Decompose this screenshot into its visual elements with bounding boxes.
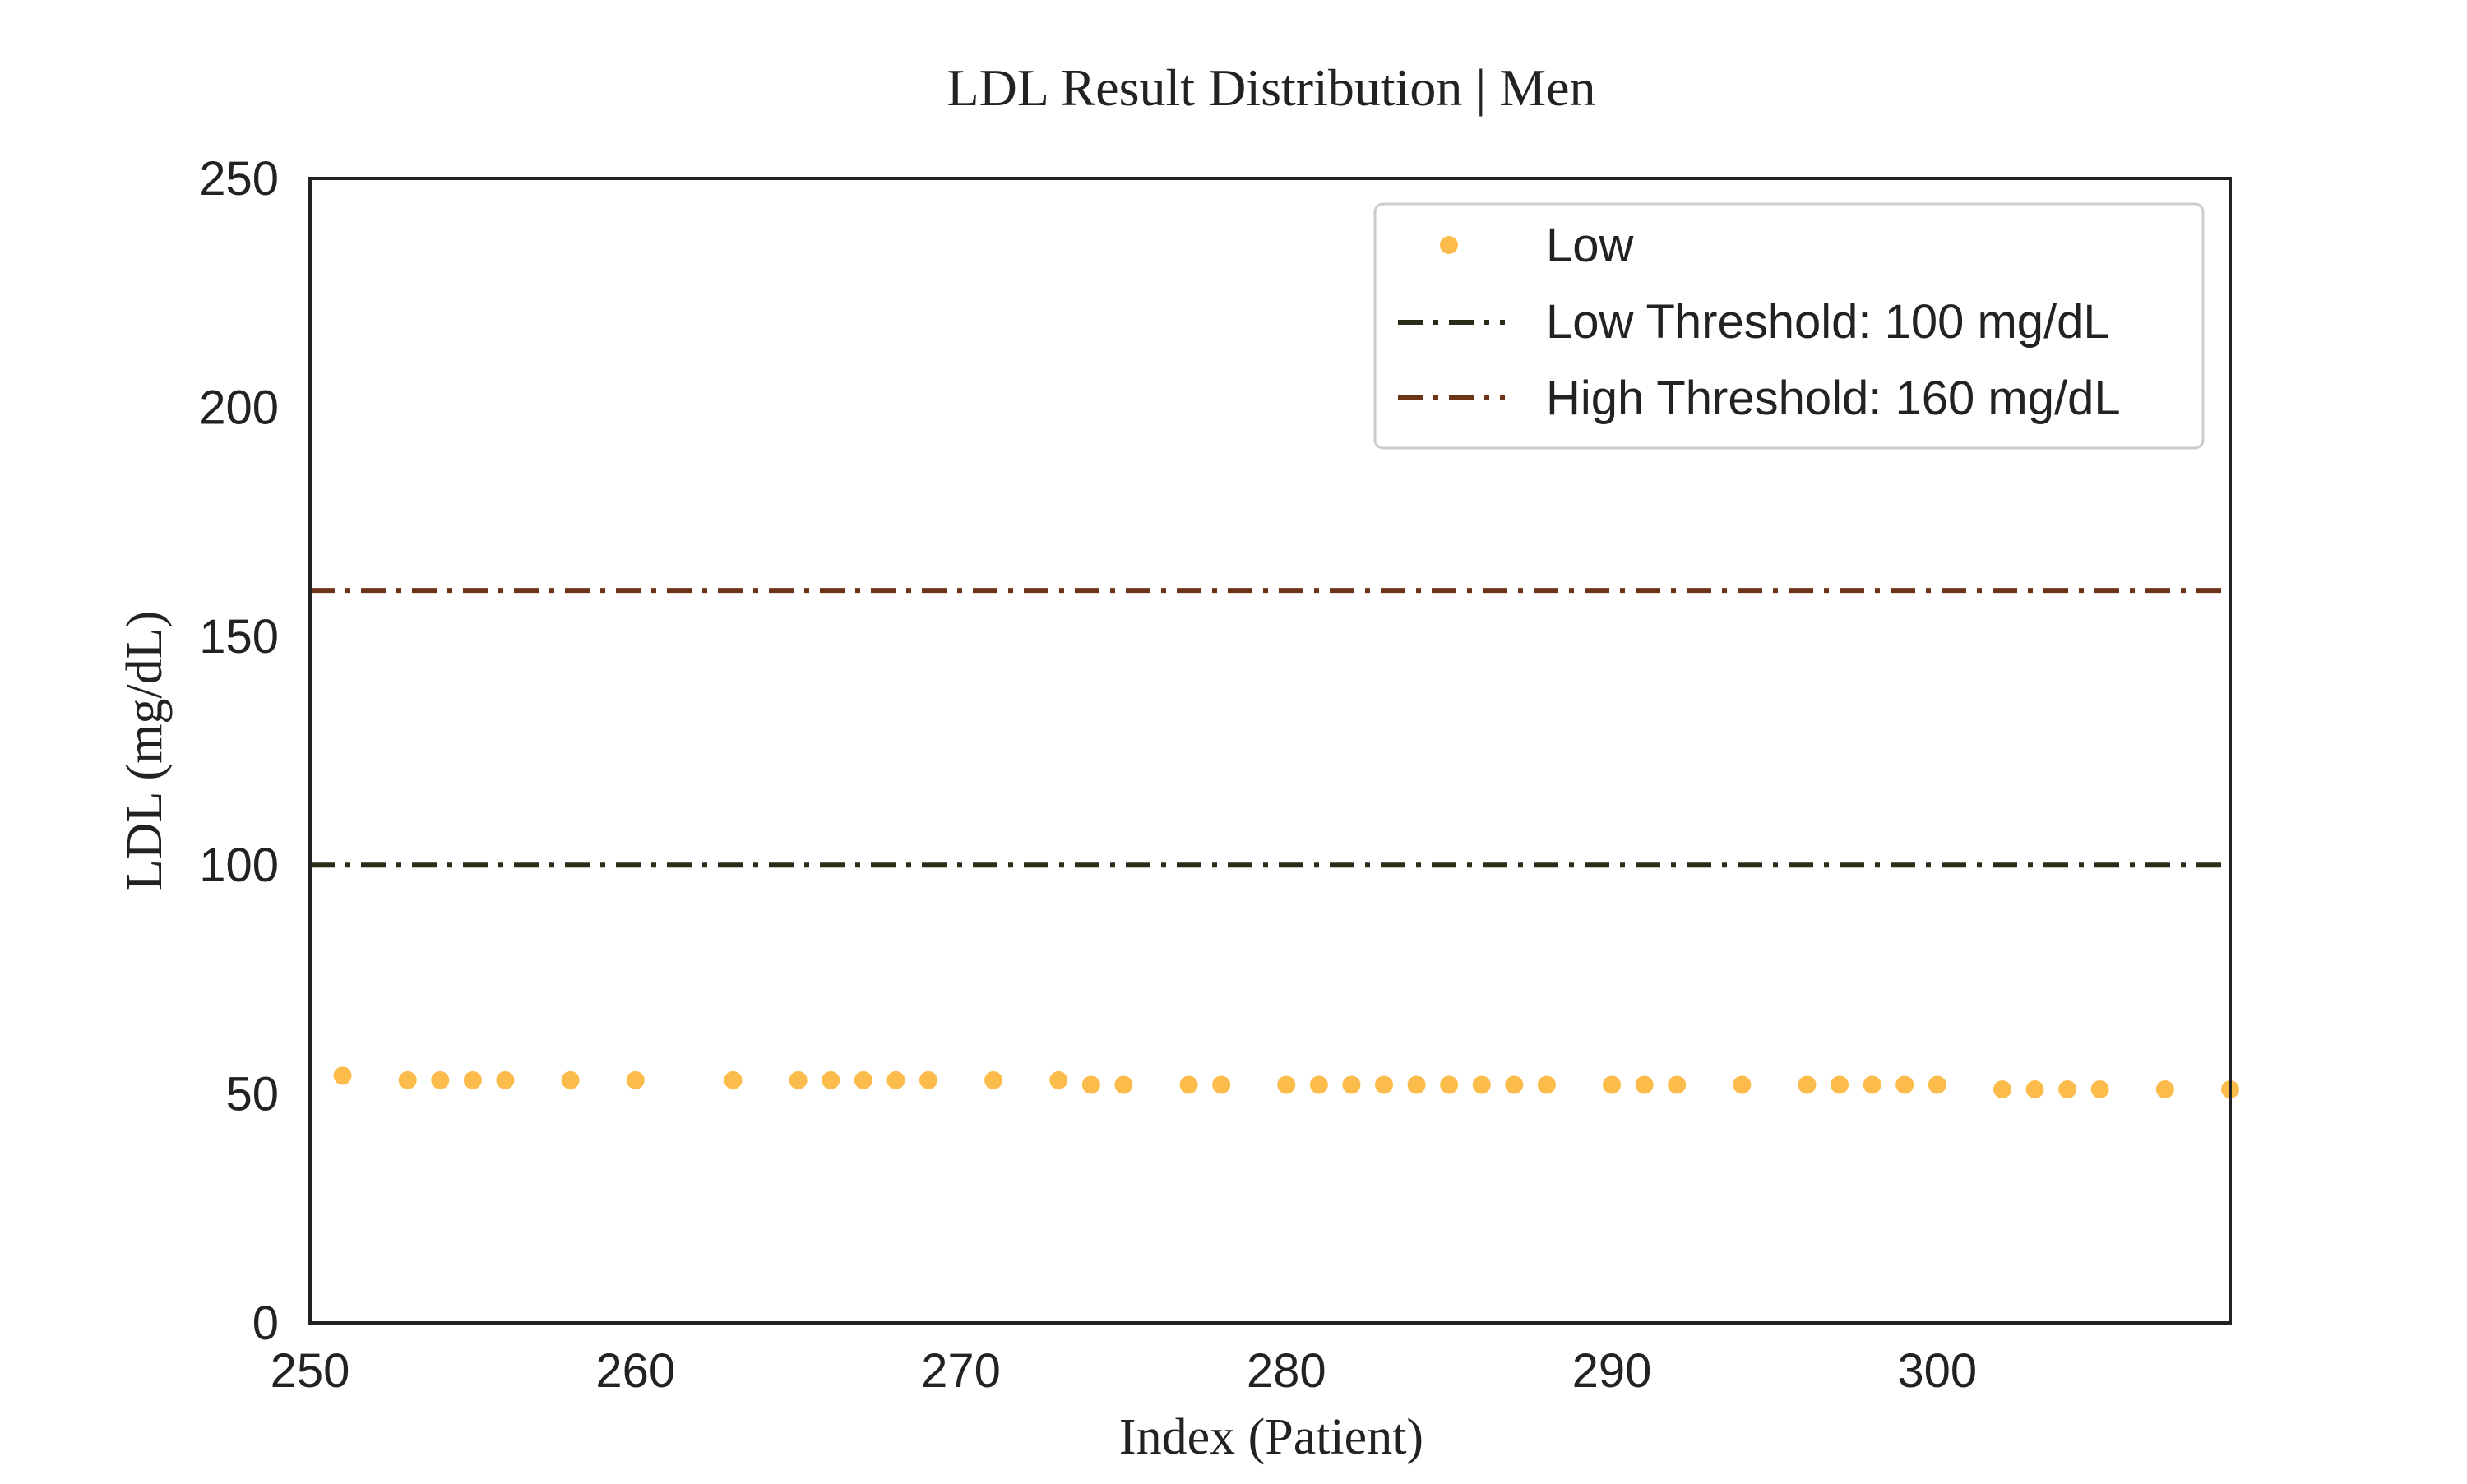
data-point [1928,1075,1946,1094]
data-point [822,1070,840,1089]
data-point [1895,1075,1914,1094]
legend-label-high-threshold: High Threshold: 160 mg/dL [1546,372,2121,425]
data-point [1831,1075,1849,1094]
data-point [561,1070,580,1089]
y-tick-label: 0 [252,1297,279,1350]
x-tick-label: 270 [921,1344,1001,1398]
x-axis-label: Index (Patient) [1119,1409,1423,1465]
data-point [1440,1075,1459,1094]
data-point [1472,1075,1491,1094]
data-point [333,1066,352,1085]
data-point [2155,1080,2174,1099]
data-point [1603,1075,1622,1094]
chart-title: LDL Result Distribution | Men [947,58,1595,117]
y-tick-label: 50 [225,1068,279,1121]
data-point [1993,1080,2011,1099]
data-point [789,1070,808,1089]
data-point [854,1070,872,1089]
x-tick-label: 280 [1247,1344,1326,1398]
y-tick-label: 200 [199,381,279,434]
legend-marker-low [1440,236,1458,254]
data-point [724,1070,743,1089]
data-point [1309,1075,1328,1094]
data-point [496,1070,515,1089]
scatter-points [333,1066,2239,1099]
chart-legend: Low Low Threshold: 100 mg/dL High Thresh… [1373,202,2205,450]
data-point [1537,1075,1556,1094]
data-point [398,1070,417,1089]
data-point [1635,1075,1654,1094]
threshold-lines [310,588,2230,868]
data-point [1798,1075,1817,1094]
y-tick-label: 100 [199,839,279,892]
data-point [2058,1080,2077,1099]
y-axis-ticks: 0 50 100 150 200 250 [199,152,279,1350]
data-point [1179,1075,1198,1094]
data-point [1114,1075,1133,1094]
legend-label-low-threshold: Low Threshold: 100 mg/dL [1546,295,2110,349]
data-point [1505,1075,1524,1094]
legend-box [1373,202,2205,450]
data-point [1733,1075,1752,1094]
y-axis-label: LDL (mg/dL) [117,611,173,890]
data-point [1049,1070,1068,1089]
data-point [626,1070,645,1089]
y-tick-label: 250 [199,152,279,206]
data-point [984,1070,1003,1089]
data-point [1342,1075,1361,1094]
x-tick-label: 290 [1572,1344,1652,1398]
data-point [919,1070,937,1089]
data-point [886,1070,905,1089]
data-point [1277,1075,1296,1094]
data-point [1407,1075,1426,1094]
data-point [1668,1075,1687,1094]
legend-label-low: Low [1546,219,1635,272]
x-tick-label: 250 [271,1344,350,1398]
data-point [1081,1075,1100,1094]
data-point [1375,1075,1394,1094]
plot-area-frame [308,177,2232,1325]
x-tick-label: 300 [1897,1344,1977,1398]
x-axis-ticks: 250 260 270 280 290 300 [271,1344,1978,1398]
data-point [1863,1075,1881,1094]
data-point [2025,1080,2044,1099]
data-point [1212,1075,1231,1094]
data-point [431,1070,450,1089]
y-tick-label: 150 [199,610,279,663]
data-point [463,1070,482,1089]
data-point [2090,1080,2109,1099]
x-tick-label: 260 [595,1344,675,1398]
